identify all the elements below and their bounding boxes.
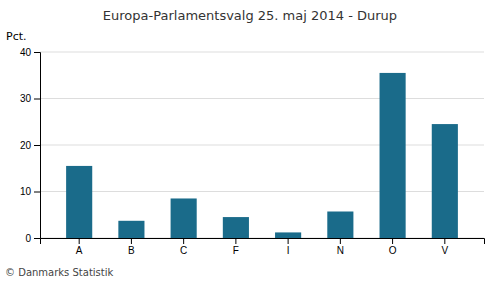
grid: [40, 52, 484, 238]
axis-title: Pct.: [6, 30, 27, 43]
tick: C: [180, 238, 187, 256]
y-axis: 0 10 20 30 40: [20, 47, 41, 244]
tick-mark: [34, 145, 40, 146]
tick-mark: [444, 238, 445, 244]
tick-label: I: [287, 245, 290, 256]
tick-label: A: [76, 245, 83, 256]
bar: [275, 232, 301, 238]
tick-label: 0: [25, 233, 31, 244]
tick-mark: [183, 238, 184, 244]
bar: [171, 198, 197, 238]
tick-mark: [235, 238, 236, 244]
tick: A: [76, 238, 83, 256]
tick-mark: [392, 238, 393, 244]
tick-mark: [131, 238, 132, 244]
bar: [432, 124, 458, 238]
bar: [66, 166, 92, 238]
tick-mark: [340, 238, 341, 244]
bar: [223, 217, 249, 238]
bar: [327, 211, 353, 238]
grid-line: [40, 52, 484, 53]
tick-mark: [34, 52, 40, 53]
tick: 30: [20, 93, 40, 104]
tick-label: C: [180, 245, 187, 256]
x-axis: ABCFINOV: [41, 238, 485, 256]
tick: 40: [20, 47, 40, 58]
grid-line: [40, 145, 484, 146]
tick: O: [389, 238, 397, 256]
bar: [118, 221, 144, 238]
tick-label: O: [389, 245, 397, 256]
tick-label: 40: [20, 47, 32, 58]
title: Europa-Parlamentsvalg 25. maj 2014 - Dur…: [103, 8, 397, 23]
tick: N: [337, 238, 344, 256]
tick-label: 10: [20, 186, 32, 197]
plot: 0 10 20 30 40 A B C F I N O V Pct.: [6, 30, 485, 256]
tick-label: F: [233, 245, 239, 256]
grid-line: [40, 191, 484, 192]
tick: B: [128, 238, 135, 256]
axis-line: [41, 239, 485, 245]
tick: 10: [20, 186, 40, 197]
tick: F: [233, 238, 239, 256]
tick-mark: [79, 238, 80, 244]
tick-label: 30: [20, 93, 32, 104]
tick-label: 20: [20, 140, 32, 151]
tick: V: [441, 238, 448, 256]
tick-mark: [34, 99, 40, 100]
tick-label: B: [128, 245, 135, 256]
axis-line: [34, 53, 41, 239]
grid-line: [40, 98, 484, 99]
tick-mark: [34, 192, 40, 193]
tick: 20: [20, 140, 40, 151]
tick-label: N: [337, 245, 344, 256]
chart: Europa-Parlamentsvalg 25. maj 2014 - Dur…: [0, 0, 500, 282]
tick-mark: [34, 238, 40, 239]
annotation: © Danmarks Statistik: [5, 267, 114, 278]
bar: [380, 73, 406, 238]
tick: I: [287, 238, 290, 256]
tick-mark: [288, 238, 289, 244]
bars: [66, 73, 458, 238]
tick: 0: [25, 233, 40, 244]
tick-label: V: [441, 245, 448, 256]
